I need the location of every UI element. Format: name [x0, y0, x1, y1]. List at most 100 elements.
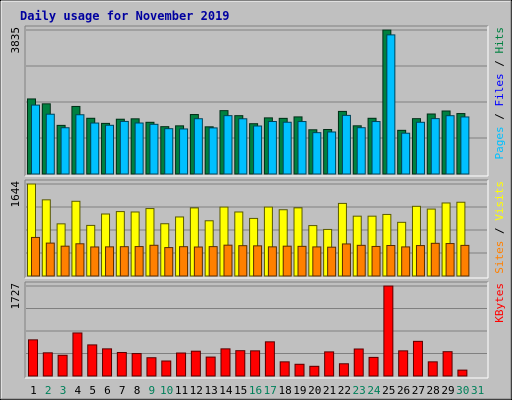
x-tick-label-day-10: 10	[160, 384, 173, 397]
bar-files-day-27	[415, 121, 425, 175]
x-tick-label-day-11: 11	[175, 384, 188, 397]
bar-kbytes-day-1	[28, 339, 38, 377]
legend-label-files: Files	[493, 73, 506, 106]
panel-hits-files-pages: 3835 Pages / Files / Hits	[9, 25, 506, 177]
x-tick-label-day-31: 31	[471, 384, 484, 397]
x-tick-label-day-29: 29	[441, 384, 454, 397]
bar-files-day-7	[119, 120, 129, 175]
panel-max-label: 1644	[9, 181, 22, 208]
bar-sites-day-7	[119, 246, 129, 277]
bar-sites-day-4	[75, 243, 85, 277]
bar-kbytes-day-14	[220, 348, 231, 377]
bar-files-day-30	[460, 116, 470, 175]
bar-kbytes-day-28	[427, 361, 438, 377]
legend-separator: /	[493, 54, 506, 74]
bar-kbytes-day-17	[264, 341, 275, 377]
bar-files-day-6	[105, 124, 115, 175]
bar-sites-day-23	[356, 244, 366, 277]
bar-kbytes-day-27	[412, 340, 423, 377]
bar-kbytes-day-29	[442, 351, 453, 377]
x-tick-label-day-15: 15	[234, 384, 247, 397]
x-tick-label-day-9: 9	[149, 384, 156, 397]
x-tick-label-day-4: 4	[75, 384, 82, 397]
x-tick-label-day-24: 24	[367, 384, 381, 397]
bar-sites-day-15	[238, 245, 248, 277]
bar-sites-day-5	[90, 246, 100, 277]
bar-files-day-2	[45, 113, 55, 175]
x-tick-label-day-7: 7	[119, 384, 126, 397]
x-tick-label-day-21: 21	[323, 384, 336, 397]
bar-sites-day-29	[445, 243, 455, 277]
bar-sites-day-1	[31, 236, 40, 277]
bar-kbytes-day-12	[190, 350, 201, 377]
x-tick-label-day-2: 2	[45, 384, 52, 397]
bar-sites-day-14	[223, 244, 233, 277]
x-tick-label-day-27: 27	[412, 384, 425, 397]
panel-side-legend: Sites / Visits	[493, 181, 506, 274]
x-axis-labels: 1 2 3 4 5 6 7 8 9 10 11 12 13 14 15 16 17 18 19 20 21 22 23 24 2…	[30, 384, 484, 397]
x-tick-label-day-8: 8	[134, 384, 141, 397]
bar-files-day-17	[267, 121, 277, 175]
bar-files-day-5	[90, 122, 100, 175]
bar-sites-day-17	[267, 246, 277, 277]
bar-kbytes-day-22	[338, 363, 349, 377]
x-tick-label-day-12: 12	[190, 384, 203, 397]
bar-kbytes-day-21	[324, 351, 335, 377]
bar-sites-day-21	[327, 246, 337, 277]
x-tick-label-day-26: 26	[397, 384, 410, 397]
panels-layer: 3835 Pages / Files / Hits 1644 Sites / Visi…	[9, 25, 506, 379]
bar-sites-day-11	[179, 246, 189, 277]
legend-label-pages: Pages	[493, 126, 506, 159]
bar-sites-day-12	[193, 246, 203, 277]
panel-max-label: 3835	[9, 27, 22, 54]
bar-sites-day-24	[371, 245, 381, 277]
bar-sites-day-30	[460, 244, 470, 277]
bar-sites-day-28	[430, 242, 440, 277]
bar-kbytes-day-24	[368, 356, 379, 377]
bar-sites-day-22	[341, 243, 351, 277]
bar-sites-day-9	[149, 244, 159, 277]
panel-side-legend: Pages / Files / Hits	[493, 27, 506, 160]
bar-sites-day-10	[164, 247, 174, 277]
bar-kbytes-day-5	[87, 344, 98, 377]
bar-kbytes-day-7	[116, 351, 127, 377]
bar-kbytes-day-13	[205, 356, 216, 377]
x-tick-label-day-22: 22	[338, 384, 351, 397]
bar-kbytes-day-19	[294, 363, 305, 377]
bar-sites-day-2	[45, 242, 55, 277]
bar-files-day-22	[341, 114, 351, 175]
bar-files-day-26	[401, 132, 411, 175]
chart-title: Daily usage for November 2019	[20, 9, 230, 23]
bar-files-day-21	[327, 131, 337, 175]
legend-label-hits: Hits	[493, 27, 506, 54]
bar-files-day-28	[430, 118, 440, 175]
x-tick-label-day-17: 17	[264, 384, 277, 397]
legend-label-visits: Visits	[493, 181, 506, 221]
x-tick-label-day-1: 1	[30, 384, 37, 397]
bar-sites-day-19	[297, 245, 307, 277]
bar-kbytes-day-11	[176, 352, 187, 377]
bar-kbytes-day-6	[102, 348, 113, 377]
bar-kbytes-day-26	[398, 350, 409, 377]
panel-kbytes: 1727 KBytes	[9, 281, 506, 379]
x-tick-label-day-25: 25	[382, 384, 395, 397]
bar-sites-day-6	[105, 246, 115, 277]
bar-kbytes-day-9	[146, 357, 157, 377]
x-tick-label-day-30: 30	[456, 384, 469, 397]
bar-kbytes-day-16	[250, 350, 261, 377]
bar-files-day-23	[356, 127, 366, 175]
bar-sites-day-3	[60, 245, 70, 277]
bar-sites-day-20	[312, 246, 322, 277]
bar-kbytes-day-2	[42, 352, 53, 377]
bar-kbytes-day-23	[353, 348, 364, 377]
x-tick-label-day-14: 14	[219, 384, 233, 397]
x-tick-label-day-19: 19	[293, 384, 306, 397]
bar-files-day-12	[193, 118, 203, 175]
bar-files-day-14	[223, 115, 233, 175]
bar-kbytes-day-3	[57, 354, 68, 377]
bar-sites-day-13	[208, 246, 218, 277]
x-tick-label-day-23: 23	[353, 384, 366, 397]
bar-files-day-1	[31, 104, 40, 175]
